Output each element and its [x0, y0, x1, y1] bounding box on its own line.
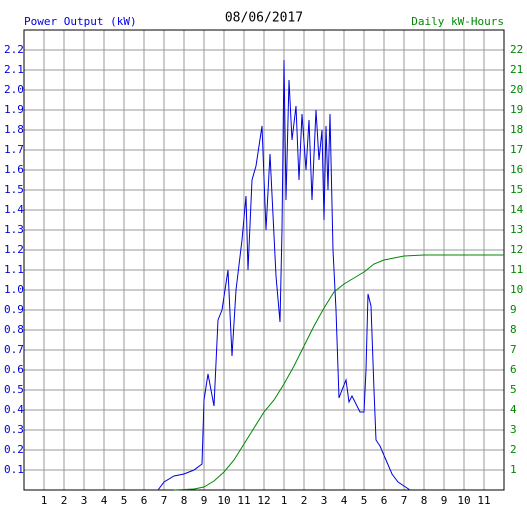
x-tick-label: 4 [341, 494, 348, 507]
y-tick-label: 1.5 [4, 183, 24, 196]
y2-tick-label: 9 [510, 303, 517, 316]
y2-tick-label: 21 [510, 63, 523, 76]
y2-tick-label: 3 [510, 423, 517, 436]
y-tick-label: 0.5 [4, 383, 24, 396]
y2-tick-label: 22 [510, 43, 523, 56]
data-line [157, 59, 411, 491]
y2-tick-label: 1 [510, 463, 517, 476]
x-tick-label: 9 [201, 494, 208, 507]
x-tick-label: 12 [257, 494, 270, 507]
y-tick-label: 0.9 [4, 303, 24, 316]
x-tick-label: 8 [181, 494, 188, 507]
x-tick-label: 7 [161, 494, 168, 507]
y-tick-label: 1.7 [4, 143, 24, 156]
y-tick-label: 1.9 [4, 103, 24, 116]
x-tick-label: 6 [141, 494, 148, 507]
y-tick-label: 1.3 [4, 223, 24, 236]
y2-tick-label: 18 [510, 123, 523, 136]
x-tick-label: 6 [381, 494, 388, 507]
x-tick-label: 4 [101, 494, 108, 507]
y-tick-label: 0.4 [4, 403, 24, 416]
y-tick-label: 1.0 [4, 283, 24, 296]
y-tick-label: 0.6 [4, 363, 24, 376]
y-tick-label: 1.8 [4, 123, 24, 136]
y-tick-label: 2.2 [4, 43, 24, 56]
x-tick-label: 11 [477, 494, 490, 507]
x-tick-label: 5 [121, 494, 128, 507]
y2-tick-label: 12 [510, 243, 523, 256]
x-tick-label: 10 [217, 494, 230, 507]
x-tick-label: 1 [41, 494, 48, 507]
y-tick-label: 1.2 [4, 243, 24, 256]
y-tick-label: 0.2 [4, 443, 24, 456]
y2-tick-label: 16 [510, 163, 523, 176]
y2-tick-label: 6 [510, 363, 517, 376]
y-tick-label: 1.1 [4, 263, 24, 276]
y-tick-label: 2.1 [4, 63, 24, 76]
x-tick-label: 8 [421, 494, 428, 507]
x-tick-label: 5 [361, 494, 368, 507]
x-tick-label: 9 [441, 494, 448, 507]
x-tick-label: 7 [401, 494, 408, 507]
y2-tick-label: 4 [510, 403, 517, 416]
y2-tick-label: 14 [510, 203, 524, 216]
x-tick-label: 3 [81, 494, 88, 507]
x-tick-label: 10 [457, 494, 470, 507]
x-tick-label: 11 [237, 494, 250, 507]
y-tick-label: 0.3 [4, 423, 24, 436]
x-tick-label: 1 [281, 494, 288, 507]
y-tick-label: 1.6 [4, 163, 24, 176]
y2-tick-label: 7 [510, 343, 517, 356]
y2-tick-label: 8 [510, 323, 517, 336]
y-tick-label: 0.8 [4, 323, 24, 336]
chart-title: 08/06/2017 [225, 11, 303, 26]
y2-tick-label: 2 [510, 443, 517, 456]
y2-tick-label: 11 [510, 263, 523, 276]
x-tick-label: 2 [301, 494, 308, 507]
y-tick-label: 0.1 [4, 463, 24, 476]
y2-tick-label: 5 [510, 383, 517, 396]
y2-tick-label: 17 [510, 143, 523, 156]
y2-tick-label: 20 [510, 83, 523, 96]
y2-tick-label: 13 [510, 223, 523, 236]
y-tick-label: 2.0 [4, 83, 24, 96]
y2-tick-label: 10 [510, 283, 523, 296]
y-tick-label: 1.4 [4, 203, 24, 216]
y2-tick-label: 15 [510, 183, 523, 196]
x-tick-label: 3 [321, 494, 328, 507]
x-tick-label: 2 [61, 494, 68, 507]
y-tick-label: 0.7 [4, 343, 24, 356]
y2-axis-title: Daily kW-Hours [411, 15, 504, 28]
plot-frame [23, 29, 505, 491]
data-line [173, 254, 504, 491]
y2-tick-label: 19 [510, 103, 523, 116]
y-axis-title: Power Output (kW) [24, 15, 137, 28]
